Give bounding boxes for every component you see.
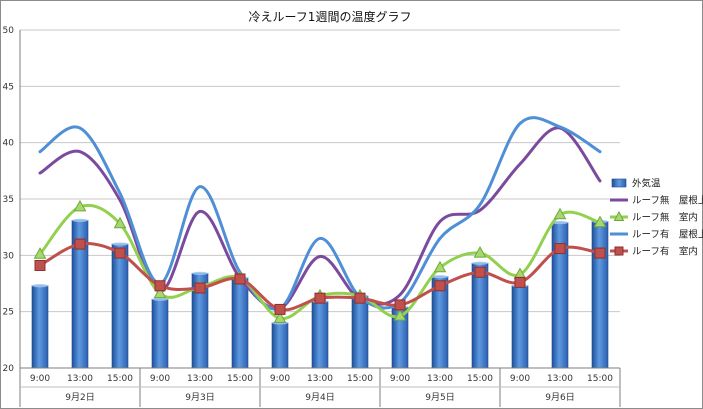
x-group-label: 9月2日: [65, 392, 94, 403]
x-group-label: 9月4日: [305, 392, 334, 403]
bar: [511, 285, 529, 369]
point-marker: [594, 247, 606, 259]
bar: [311, 301, 329, 369]
y-tick-label: 45: [3, 82, 14, 92]
x-group-label: 9月5日: [425, 392, 454, 403]
x-tick-label: 15:00: [227, 374, 253, 384]
legend-label: 外気温: [632, 178, 661, 190]
legend-label: ルーフ有 室内: [632, 246, 698, 258]
x-group-label: 9月3日: [185, 392, 214, 403]
point-marker: [154, 280, 166, 292]
point-marker: [153, 286, 167, 299]
x-tick-label: 15:00: [467, 374, 493, 384]
point-marker: [514, 276, 526, 288]
bar: [31, 285, 49, 369]
x-tick-label: 13:00: [307, 374, 333, 384]
legend-label: ルーフ無 屋根上: [632, 195, 703, 207]
bar: [231, 277, 249, 369]
legend-label: ルーフ無 室内: [632, 212, 698, 224]
point-marker: [553, 207, 567, 220]
bar: [351, 295, 369, 369]
series-line: [38, 116, 602, 311]
x-tick-label: 15:00: [587, 374, 613, 384]
bar-series: [31, 218, 609, 369]
x-tick-label: 13:00: [547, 374, 573, 384]
legend-marker: [614, 246, 624, 256]
bar: [591, 221, 609, 369]
bar: [111, 243, 129, 369]
x-tick-label: 9:00: [270, 374, 290, 384]
y-tick-label: 35: [3, 195, 14, 205]
legend-swatch: [611, 178, 627, 188]
legend-marker: [613, 210, 625, 221]
y-tick-label: 25: [3, 308, 14, 318]
point-marker: [273, 311, 287, 323]
series-line: [38, 126, 602, 311]
x-axis: 9:00 13:00 15:00 9月2日 9:00 13:00 15:00 9月3日 9:00…: [19, 367, 621, 407]
x-tick-label: 9:00: [30, 374, 50, 384]
chart-title: 冷えルーフ1週間の温度グラフ: [249, 9, 412, 24]
point-marker: [34, 259, 46, 271]
y-tick-label: 20: [3, 364, 15, 374]
point-marker: [73, 199, 87, 212]
bar-top: [432, 275, 448, 279]
y-axis: 20 25 30 35 40 45 50: [3, 26, 21, 374]
bar-top: [112, 242, 128, 246]
bar-top: [472, 261, 488, 265]
point-marker: [274, 303, 286, 315]
point-marker: [74, 238, 86, 250]
x-tick-label: 15:00: [347, 374, 373, 384]
point-marker: [194, 282, 206, 294]
point-marker: [433, 260, 447, 273]
x-tick-label: 13:00: [67, 374, 93, 384]
x-tick-label: 13:00: [427, 374, 453, 384]
bar: [271, 322, 289, 369]
y-tick-label: 30: [3, 251, 15, 261]
y-tick-label: 50: [3, 26, 15, 36]
point-marker: [113, 216, 127, 229]
y-tick-label: 40: [3, 139, 15, 149]
point-marker: [554, 243, 566, 255]
point-marker: [314, 292, 326, 304]
x-tick-label: 15:00: [107, 374, 133, 384]
bar-top: [192, 271, 208, 275]
bar: [151, 298, 169, 369]
x-tick-label: 13:00: [187, 374, 213, 384]
point-marker: [593, 215, 607, 228]
point-marker: [33, 247, 47, 259]
point-marker: [434, 280, 446, 292]
x-tick-label: 9:00: [510, 374, 530, 384]
point-marker: [394, 299, 406, 311]
point-marker: [234, 273, 246, 285]
point-marker: [114, 247, 126, 259]
x-group-label: 9月6日: [545, 392, 574, 403]
point-marker: [473, 246, 487, 258]
bar-top: [32, 284, 48, 288]
legend-label: ルーフ有 屋根上: [632, 229, 703, 241]
bar-top: [152, 297, 168, 301]
bar-top: [552, 221, 568, 225]
x-tick-label: 9:00: [390, 374, 410, 384]
point-marker: [354, 292, 366, 304]
bar-top: [72, 218, 88, 223]
bar: [471, 262, 489, 369]
line-series: [33, 116, 607, 323]
point-marker: [393, 309, 407, 321]
point-marker: [474, 266, 486, 278]
x-tick-label: 9:00: [150, 374, 170, 384]
